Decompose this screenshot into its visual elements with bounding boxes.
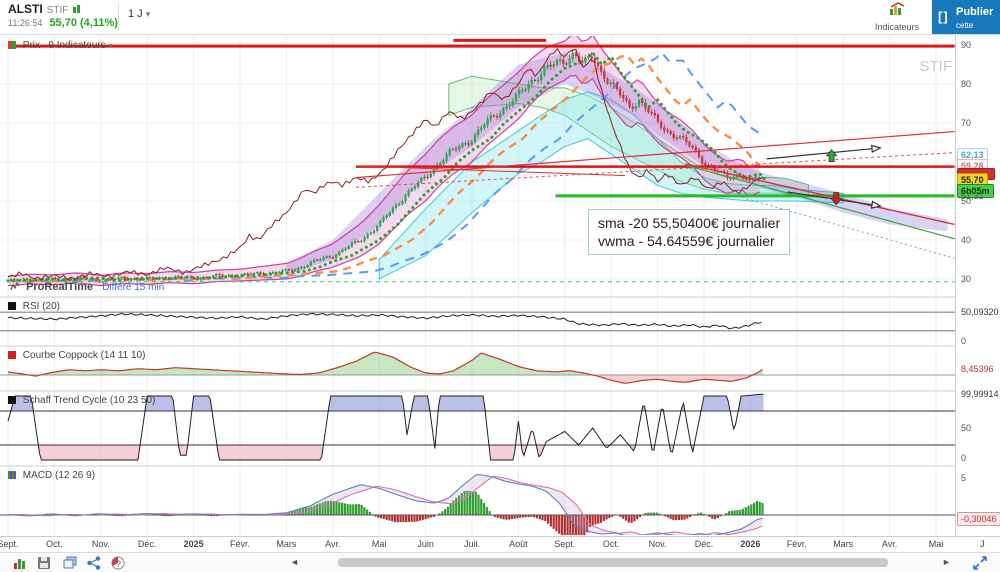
x-axis-label: Févr. — [786, 539, 807, 549]
coppock-value: 8,45396 — [961, 364, 994, 374]
timeframe-value: 1 J — [128, 8, 143, 20]
publish-brackets-icon: [] — [938, 9, 949, 24]
price-axis-label: 30 — [961, 274, 972, 284]
rsi-zero-label: 0 — [961, 336, 967, 346]
x-axis-label: Mars — [833, 539, 854, 549]
scroll-right-arrow[interactable]: ► — [942, 557, 951, 567]
mini-candle-icon — [72, 5, 80, 13]
timeframe-selector[interactable]: 1 J ▾ — [128, 8, 150, 20]
delayed-quote-label: Différé 15 min — [102, 282, 165, 293]
symbol-name: ALSTI — [8, 2, 43, 16]
indicator-tooltip: sma -20 55,50400€ journalier vwma - 54.6… — [588, 209, 791, 255]
schaff-value: 99,99914 — [961, 389, 999, 399]
scroll-left-arrow[interactable]: ◄ — [290, 557, 299, 567]
price-axis[interactable]: 9080706050403050,0932008,4539699,9991450… — [955, 34, 1000, 536]
publish-button[interactable]: [] Publier cette analyse — [932, 0, 1000, 43]
rsi-legend[interactable]: RSI (20) — [8, 301, 60, 312]
publish-label-line1: Publier — [956, 6, 994, 18]
rsi-legend-label: RSI (20) — [22, 301, 61, 312]
x-axis-label: Avr. — [881, 539, 898, 549]
coppock-legend-icon — [8, 351, 16, 359]
schaff-legend-icon — [8, 396, 16, 404]
tooltip-sma-line: sma -20 55,50400€ journalier — [598, 215, 781, 231]
header-divider — [118, 3, 119, 31]
coppock-legend-label: Courbe Coppock (14 11 10) — [22, 350, 146, 361]
help-icon[interactable]: ? — [110, 555, 126, 571]
price-axis-label: 40 — [961, 235, 972, 245]
x-axis-label: Sept. — [0, 539, 19, 549]
time-axis[interactable]: Sept. Oct. Nov. Déc. 2025 Févr. Mars Avr. Mai Jui… — [0, 536, 1000, 553]
session-countdown-badge: 6h05m — [957, 183, 994, 198]
save-icon[interactable] — [36, 555, 52, 571]
exchange-watermark: STIF — [919, 58, 953, 75]
rsi-legend-icon — [8, 302, 16, 310]
x-axis-label: Mars — [276, 539, 297, 549]
price-axis-label: 80 — [961, 79, 972, 89]
x-axis-label: Déc. — [694, 539, 714, 549]
x-axis-label: Déc. — [137, 539, 157, 549]
schaff-zero-label: 0 — [961, 453, 967, 463]
x-axis-label: J — [980, 539, 985, 549]
chevron-down-icon: ▾ — [145, 9, 151, 19]
windows-icon[interactable] — [62, 555, 78, 571]
rsi-value: 50,09320 — [961, 307, 999, 317]
symbol-block: ALSTI STIF 11:26:54 55,70 (4,11%) — [8, 2, 118, 29]
x-axis-label: 2025 — [183, 539, 204, 549]
macd-legend[interactable]: MACD (12 26 9) — [8, 470, 95, 481]
macd-scale-label: 5 — [961, 473, 967, 483]
prorealtime-brand: ProRealTime Différé 15 min — [10, 281, 164, 293]
price-legend[interactable]: Prix 9 Indicateurs ▾ — [8, 40, 112, 51]
x-axis-label: Mai — [371, 539, 387, 549]
x-axis-label: Oct. — [46, 539, 63, 549]
x-axis-label: Août — [509, 539, 528, 549]
share-icon[interactable] — [86, 555, 102, 571]
schaff-legend[interactable]: Schaff Trend Cycle (10 23 50) — [8, 395, 155, 406]
chart-style-icon[interactable] — [12, 555, 28, 571]
price-axis-label: 90 — [961, 40, 972, 50]
x-axis-label: 2026 — [740, 539, 761, 549]
macd-legend-label: MACD (12 26 9) — [22, 470, 96, 481]
exchange-label: STIF — [46, 5, 69, 16]
price-level-label: 51,31 — [961, 190, 984, 201]
quote-price-change: 55,70 (4,11%) — [49, 17, 118, 29]
macd-legend-icon — [8, 471, 16, 479]
brand-name: ProRealTime — [26, 281, 94, 293]
chevron-down-icon: ▾ — [108, 41, 113, 50]
x-axis-label: Juil. — [463, 539, 481, 549]
x-axis-label: Juin — [417, 539, 434, 549]
indicators-icon — [889, 2, 904, 15]
publish-label-line2: cette analyse — [956, 21, 984, 43]
x-axis-label: Févr. — [229, 539, 251, 549]
tooltip-vwma-line: vwma - 54.64559€ journalier — [598, 233, 775, 249]
price-axis-label: 70 — [961, 118, 972, 128]
x-axis-label: Sept. — [554, 539, 576, 549]
x-axis-label: Mai — [928, 539, 944, 549]
fullscreen-icon[interactable] — [972, 555, 988, 571]
x-axis-label: Nov. — [648, 539, 667, 549]
bottom-toolbar: ? ◄ ► — [0, 552, 1000, 572]
indicators-button-label: Indicateurs — [874, 22, 920, 32]
price-legend-label: Prix — [22, 40, 41, 51]
x-axis-label: Oct. — [602, 539, 620, 549]
svg-text:?: ? — [116, 559, 121, 569]
schaff-legend-label: Schaff Trend Cycle (10 23 50) — [22, 395, 156, 406]
coppock-legend[interactable]: Courbe Coppock (14 11 10) — [8, 350, 145, 361]
time-scrollbar[interactable] — [338, 558, 888, 567]
x-axis-label: Avr. — [325, 539, 341, 549]
schaff-mid-label: 50 — [961, 423, 972, 433]
quote-time: 11:26:54 — [8, 18, 43, 28]
x-axis-label: Nov. — [91, 539, 110, 549]
header-bar: ALSTI STIF 11:26:54 55,70 (4,11%) 1 J ▾ I… — [0, 0, 1000, 43]
chart-canvas[interactable] — [0, 0, 955, 536]
prorealtime-logo-icon — [10, 281, 20, 291]
price-badge: 55,70 — [957, 172, 988, 187]
indicators-button[interactable]: Indicateurs — [868, 2, 926, 32]
indicators-dropdown-label[interactable]: 9 Indicateurs — [48, 40, 106, 51]
price-axis-label: 50 — [961, 196, 972, 206]
macd-value-badge: -0,30046 — [957, 512, 1000, 526]
price-legend-icon — [8, 41, 16, 49]
